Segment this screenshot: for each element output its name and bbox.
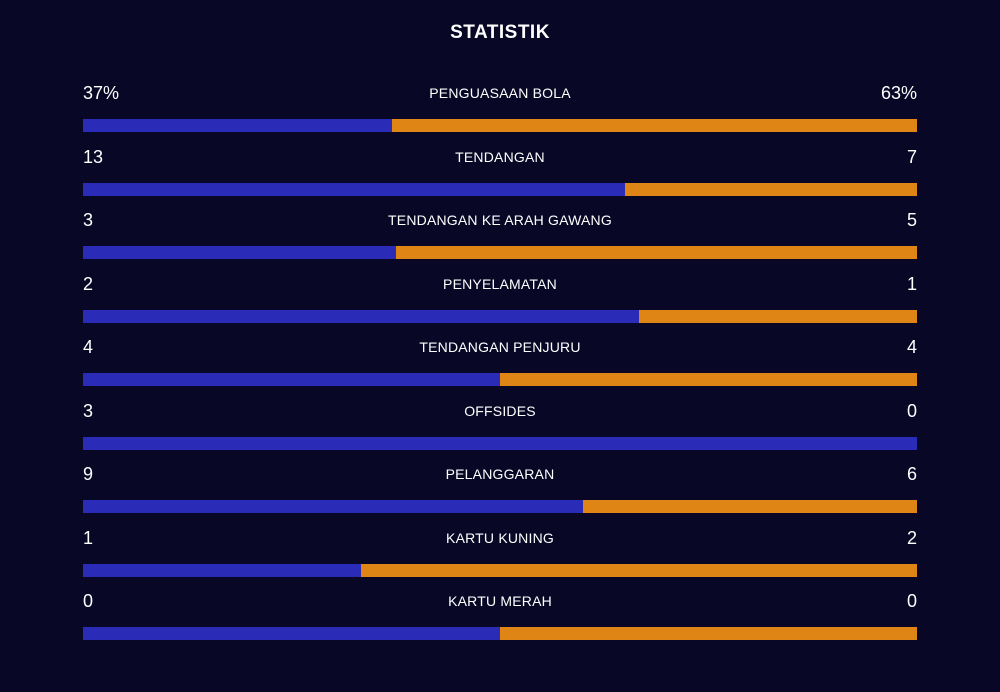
home-bar-fill [83, 436, 917, 450]
away-value: 63% [880, 83, 917, 103]
away-bar-fill [639, 309, 917, 323]
stats-list: 37% PENGUASAAN BOLA 63% 13 TENDANGAN 7 3… [83, 78, 917, 650]
stat-row-tendangan-ke-arah-gawang: 3 TENDANGAN KE ARAH GAWANG 5 [83, 205, 917, 269]
away-bar-fill [583, 500, 917, 513]
away-value: 2 [906, 527, 917, 548]
home-value: 3 [83, 210, 94, 230]
away-bar-fill [500, 373, 917, 386]
stat-bar [83, 246, 917, 259]
stat-row-offsides: 3 OFFSIDES 0 [83, 396, 917, 460]
stat-row-penguasaan-bola: 37% PENGUASAAN BOLA 63% [83, 78, 917, 142]
home-value: 4 [83, 337, 94, 357]
home-value: 3 [83, 400, 94, 421]
away-bar-fill [625, 182, 917, 196]
home-bar-fill [83, 309, 640, 323]
away-bar-fill [391, 119, 917, 132]
stat-bar [83, 627, 917, 640]
home-bar-fill [83, 119, 392, 132]
home-bar-fill [83, 373, 500, 386]
home-value: 13 [83, 146, 104, 167]
away-value: 0 [906, 400, 917, 421]
stat-row-kartu-merah: 0 KARTU MERAH 0 [83, 586, 917, 650]
stat-bar [83, 182, 917, 196]
stats-title: STATISTIK [450, 22, 550, 43]
stat-bar [83, 119, 917, 132]
stat-bar [83, 500, 917, 513]
home-value: 0 [83, 591, 94, 611]
stat-label: PELANGGARAN [445, 466, 555, 482]
away-value: 1 [906, 273, 917, 294]
stat-row-penyelamatan: 2 PENYELAMATAN 1 [83, 269, 917, 333]
home-value: 1 [83, 527, 94, 548]
stat-label: PENYELAMATAN [443, 275, 557, 292]
away-bar-fill [395, 246, 917, 259]
stat-label: KARTU MERAH [448, 593, 552, 609]
home-value: 9 [83, 464, 94, 484]
away-value: 5 [906, 210, 917, 230]
away-bar-fill [360, 563, 917, 577]
stat-label: TENDANGAN KE ARAH GAWANG [388, 212, 612, 228]
away-value: 7 [906, 146, 917, 167]
home-value: 37% [83, 83, 120, 103]
away-value: 4 [906, 337, 917, 357]
home-bar-fill [83, 500, 584, 513]
stat-label: TENDANGAN [455, 148, 545, 165]
stat-bar [83, 373, 917, 386]
home-bar-fill [83, 627, 500, 640]
home-value: 2 [83, 273, 94, 294]
home-bar-fill [83, 563, 361, 577]
stat-label: TENDANGAN PENJURU [419, 339, 581, 355]
stat-bar [83, 563, 917, 577]
stat-row-kartu-kuning: 1 KARTU KUNING 2 [83, 523, 917, 587]
stat-row-pelanggaran: 9 PELANGGARAN 6 [83, 459, 917, 523]
away-value: 0 [906, 591, 917, 611]
away-bar-fill [500, 627, 917, 640]
stat-bar [83, 309, 917, 323]
stat-label: OFFSIDES [464, 402, 536, 419]
stat-bar [83, 436, 917, 450]
home-bar-fill [83, 246, 396, 259]
home-bar-fill [83, 182, 626, 196]
stat-label: KARTU KUNING [446, 529, 554, 546]
stat-row-tendangan-penjuru: 4 TENDANGAN PENJURU 4 [83, 332, 917, 396]
stat-label: PENGUASAAN BOLA [429, 85, 571, 101]
away-value: 6 [906, 464, 917, 484]
stat-row-tendangan: 13 TENDANGAN 7 [83, 142, 917, 206]
